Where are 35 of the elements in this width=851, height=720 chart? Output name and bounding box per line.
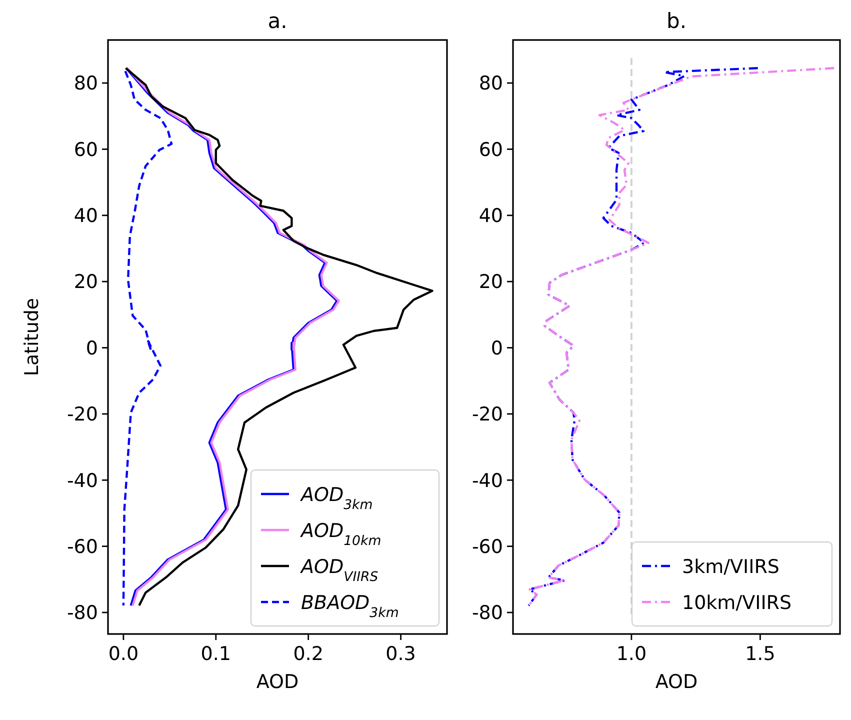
legend-label: 3km/VIIRS xyxy=(682,556,780,578)
x-tick-label: 0.1 xyxy=(200,643,231,665)
y-tick-label: -80 xyxy=(66,602,98,624)
y-tick-label: 60 xyxy=(478,138,503,161)
legend-label: BBAOD$_{3km}$ xyxy=(301,592,399,620)
chart-title: b. xyxy=(666,9,687,33)
y-tick-label: 40 xyxy=(74,205,98,228)
x-tick-label: 0.2 xyxy=(293,643,324,665)
y-tick-label: 40 xyxy=(478,205,503,228)
x-tick-label: 0.0 xyxy=(108,643,139,665)
y-tick-label: 20 xyxy=(478,271,503,294)
legend-label: AOD$_{3km}$ xyxy=(299,484,373,512)
legend-label: AOD$_{10km}$ xyxy=(299,520,382,548)
legend-label: 10km/VIIRS xyxy=(682,592,792,614)
x-tick-label: 1.5 xyxy=(745,643,776,665)
x-axis-title: AOD xyxy=(256,671,299,693)
y-tick-label: -60 xyxy=(472,536,503,558)
y-tick-label: 60 xyxy=(74,138,98,161)
y-tick-label: -40 xyxy=(472,470,503,492)
y-tick-label: -20 xyxy=(472,404,503,426)
y-tick-label: -80 xyxy=(472,602,503,624)
chart-title: a. xyxy=(268,9,288,33)
legend-label: AOD$_{VIIRS}$ xyxy=(299,556,379,584)
y-tick-label: 80 xyxy=(478,72,503,95)
x-tick-label: 1.0 xyxy=(616,643,647,665)
y-tick-label: -20 xyxy=(66,404,98,426)
y-tick-label: -60 xyxy=(66,536,98,558)
y-axis-title: Latitude xyxy=(21,298,43,376)
y-tick-label: 20 xyxy=(74,271,98,294)
y-tick-label: 80 xyxy=(74,72,98,95)
y-tick-label: 0 xyxy=(86,337,98,360)
x-axis-title: AOD xyxy=(655,671,698,693)
y-tick-label: -40 xyxy=(66,470,98,492)
y-tick-label: 0 xyxy=(490,337,503,360)
x-tick-label: 0.3 xyxy=(386,643,416,665)
